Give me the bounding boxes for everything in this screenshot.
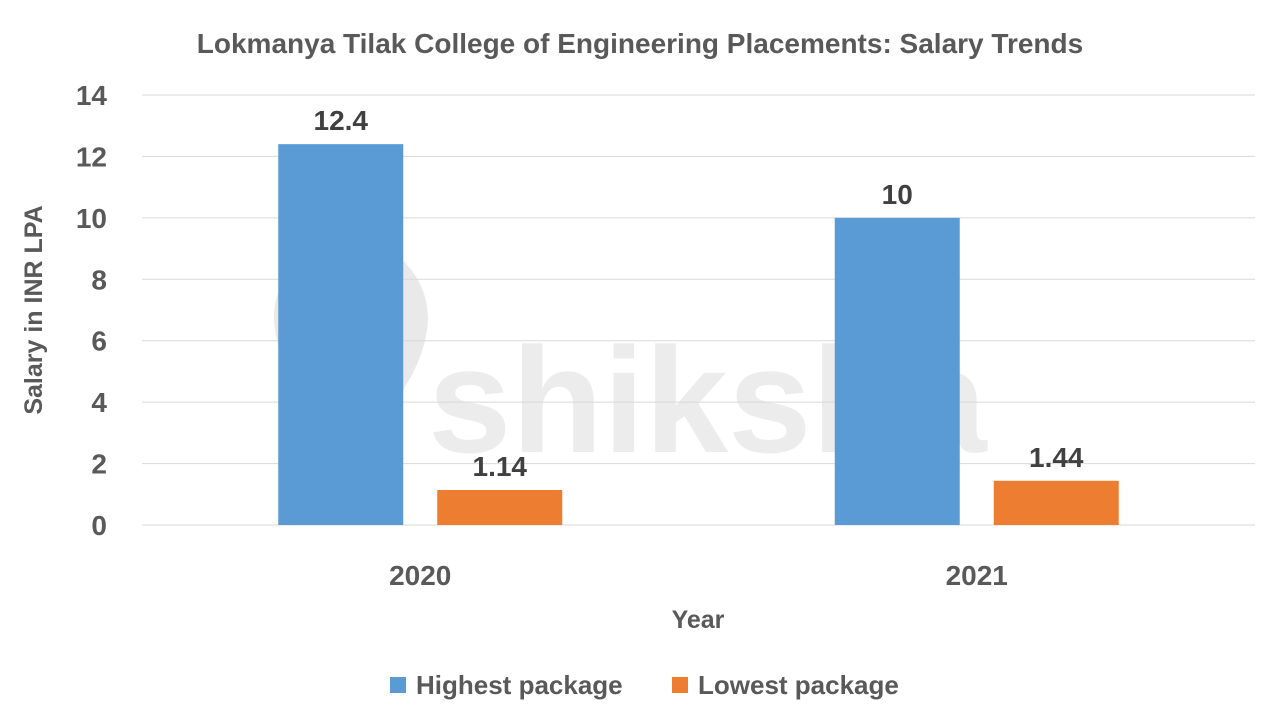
bar — [993, 480, 1119, 525]
x-tick-labels: 2020 2021 — [389, 560, 1008, 591]
y-tick-label: 4 — [91, 387, 107, 418]
data-label: 1.44 — [1029, 442, 1084, 473]
y-tick-label: 12 — [76, 141, 107, 172]
y-tick-label: 2 — [91, 449, 107, 480]
data-label: 1.14 — [473, 451, 528, 482]
x-tick-label: 2021 — [946, 560, 1008, 591]
legend-label: Lowest package — [698, 670, 899, 700]
data-label: 12.4 — [314, 105, 369, 136]
chart-title: Lokmanya Tilak College of Engineering Pl… — [197, 28, 1083, 59]
bars — [278, 144, 1119, 525]
legend: Highest package Lowest package — [390, 670, 899, 700]
y-tick-label: 10 — [76, 203, 107, 234]
x-tick-label: 2020 — [389, 560, 451, 591]
y-axis-label: Salary in INR LPA — [20, 205, 48, 414]
y-tick-label: 6 — [91, 326, 107, 357]
data-labels: 12.4 1.14 10 1.44 — [314, 105, 1084, 482]
y-tick-label: 8 — [91, 264, 107, 295]
y-tick-label: 0 — [91, 510, 107, 541]
x-axis-label: Year — [672, 606, 725, 634]
data-label: 10 — [882, 179, 913, 210]
legend-swatch — [390, 677, 406, 693]
y-tick-labels: 0 2 4 6 8 10 12 14 — [76, 80, 108, 541]
legend-label: Highest package — [416, 670, 623, 700]
bar — [834, 217, 960, 525]
legend-swatch — [672, 677, 688, 693]
y-tick-label: 14 — [76, 80, 108, 111]
bar — [278, 144, 404, 525]
bar — [437, 489, 563, 525]
